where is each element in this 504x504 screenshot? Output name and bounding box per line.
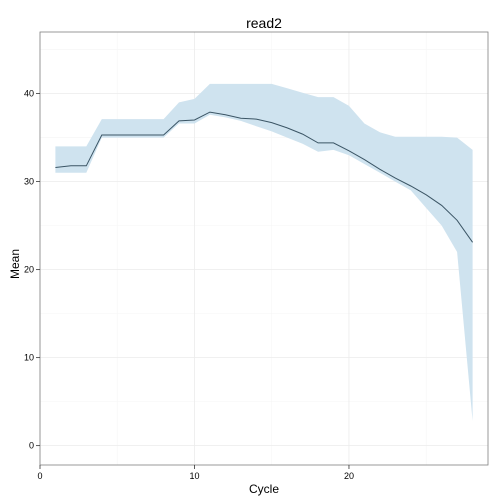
y-axis: 0 10 20 30 40 — [24, 89, 40, 451]
y-tick-label: 30 — [24, 177, 34, 187]
chart-title: read2 — [246, 15, 282, 31]
x-tick-label: 20 — [344, 471, 354, 481]
x-axis: 0 10 20 — [37, 465, 354, 481]
grid — [39, 32, 488, 465]
x-axis-title: Cycle — [249, 482, 279, 496]
y-axis-title: Mean — [8, 249, 22, 279]
panel-border — [39, 31, 489, 466]
y-tick-label: 10 — [24, 353, 34, 363]
y-tick-label: 40 — [24, 89, 34, 99]
x-tick-label: 10 — [189, 471, 199, 481]
mean-line — [55, 111, 474, 243]
x-tick-label: 0 — [37, 471, 42, 481]
y-tick-label: 20 — [24, 265, 34, 275]
y-tick-label: 0 — [29, 441, 34, 451]
